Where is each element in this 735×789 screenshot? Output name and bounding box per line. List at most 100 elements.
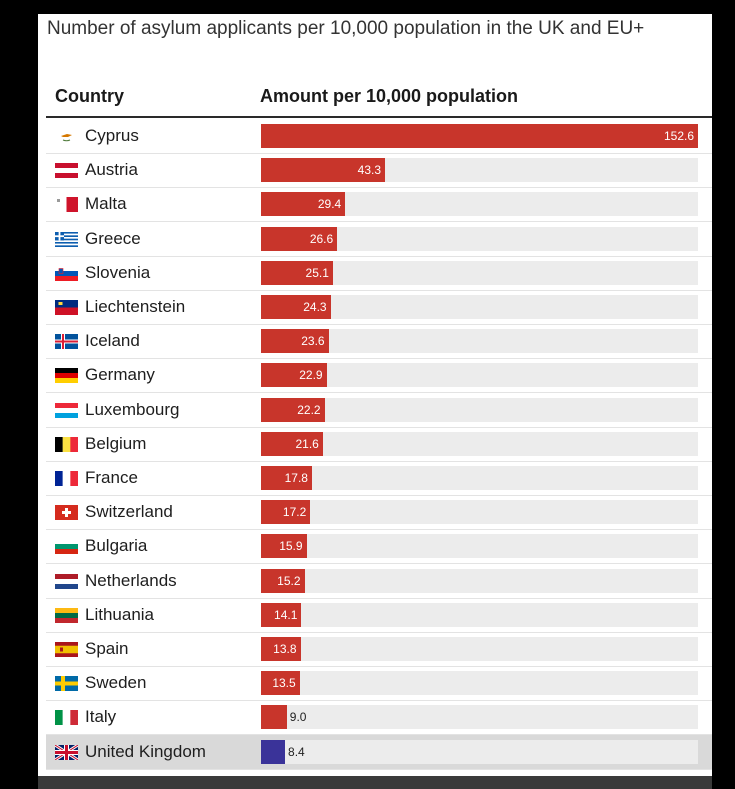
bar-value-label: 15.2 <box>277 573 301 588</box>
bar-value-label: 13.8 <box>273 642 297 656</box>
bar <box>261 192 346 217</box>
bar-value-label: 25.1 <box>305 265 329 280</box>
bar-track: 23.6 <box>261 329 698 354</box>
austria-flag-icon <box>55 163 78 179</box>
bar-row: Netherlands 15.2 <box>46 564 712 599</box>
bar-value-label: 9.0 <box>289 710 307 725</box>
bar-row: Switzerland 17.2 <box>46 495 712 531</box>
bar-track: 26.6 <box>261 226 698 251</box>
bar-track: 22.2 <box>261 397 698 422</box>
bar-value-label: 43.3 <box>357 163 381 178</box>
bar-row: Austria 43.3 <box>46 153 712 189</box>
bar <box>261 671 300 696</box>
bar-track: 24.3 <box>261 295 698 319</box>
bar <box>261 500 311 525</box>
bar-row: Luxembourg 22.2 <box>46 393 712 428</box>
bar-row: Spain 13.8 <box>46 632 712 667</box>
united-kingdom-flag-icon <box>55 744 78 760</box>
bar <box>261 534 307 559</box>
bar-value-label: 22.9 <box>299 368 323 383</box>
cyprus-flag-icon <box>55 129 78 144</box>
bar-rows: Cyprus 152.6 Austria 43.3 Malta 29.4 Greece 26.… <box>38 14 712 776</box>
country-label: Germany <box>85 365 155 385</box>
switzerland-flag-icon <box>55 505 78 521</box>
bar-row: United Kingdom 8.4 <box>46 734 712 770</box>
belgium-flag-icon <box>55 436 78 452</box>
bar-row: Cyprus 152.6 <box>46 119 712 154</box>
country-label: Bulgaria <box>85 536 148 556</box>
bar-track: 43.3 <box>261 158 698 183</box>
bar-track: 14.1 <box>261 602 698 627</box>
malta-flag-icon <box>55 197 78 213</box>
bar-row: Italy 9.0 <box>46 700 712 736</box>
country-label: Iceland <box>85 331 140 351</box>
country-label: Switzerland <box>85 502 173 522</box>
bar-track: 29.4 <box>261 192 698 217</box>
germany-flag-icon <box>55 368 78 384</box>
bar-value-label: 14.1 <box>274 607 298 622</box>
country-label: Luxembourg <box>85 399 180 419</box>
liechtenstein-flag-icon <box>55 300 78 315</box>
sweden-flag-icon <box>55 676 78 692</box>
country-label: Belgium <box>85 433 147 453</box>
chart-title: Number of asylum applicants per 10,000 p… <box>47 18 645 39</box>
iceland-flag-icon <box>55 334 78 350</box>
chart-card: Number of asylum applicants per 10,000 p… <box>38 14 712 776</box>
value-column-header: Amount per 10,000 population <box>260 86 519 106</box>
bar-value-label: 15.9 <box>279 539 303 554</box>
bar-track: 17.2 <box>261 500 698 525</box>
bar <box>261 568 305 593</box>
bar-track: 15.9 <box>261 534 698 559</box>
bar <box>261 260 333 285</box>
bar-row: Liechtenstein 24.3 <box>46 290 712 325</box>
bulgaria-flag-icon <box>55 539 78 555</box>
bar-row: Bulgaria 15.9 <box>46 529 712 565</box>
bar-track: 152.6 <box>261 124 698 148</box>
bar <box>261 226 338 251</box>
country-label: Malta <box>85 194 127 214</box>
country-label: Spain <box>85 639 129 658</box>
bar-track: 8.4 <box>261 739 698 764</box>
category-column-header: Country <box>55 86 124 106</box>
bar-row: Sweden 13.5 <box>46 666 712 702</box>
bar <box>261 637 301 661</box>
slovenia-flag-icon <box>55 265 78 281</box>
header-divider <box>46 116 712 118</box>
bar-track: 9.0 <box>261 705 698 730</box>
bar-value-label: 29.4 <box>317 197 342 212</box>
bar-row: Malta 29.4 <box>46 187 712 223</box>
bar <box>261 363 327 388</box>
country-label: Slovenia <box>85 262 151 282</box>
country-label: Liechtenstein <box>85 297 186 316</box>
bar-value-label: 8.4 <box>288 744 305 759</box>
bar-value-label: 26.6 <box>309 231 334 246</box>
bar-row: France 17.8 <box>46 461 712 496</box>
country-label: Lithuania <box>85 604 155 624</box>
bar-track: 15.2 <box>261 568 698 593</box>
spain-flag-icon <box>55 642 78 657</box>
netherlands-flag-icon <box>55 573 78 589</box>
country-label: Netherlands <box>85 570 177 590</box>
bar-track: 13.5 <box>261 671 698 696</box>
france-flag-icon <box>55 471 78 486</box>
bar-value-label: 24.3 <box>303 300 327 314</box>
bar-row: Belgium 21.6 <box>46 427 712 462</box>
country-label: Cyprus <box>85 126 139 145</box>
bar-value-label: 17.8 <box>284 471 308 485</box>
bar-track: 21.6 <box>261 431 698 456</box>
bar-row: Germany 22.9 <box>46 358 712 394</box>
bar <box>261 739 286 764</box>
lithuania-flag-icon <box>55 607 78 623</box>
bar-row: Greece 26.6 <box>46 222 712 257</box>
bar <box>261 705 287 730</box>
country-label: France <box>85 468 138 487</box>
bar-value-label: 152.6 <box>663 129 694 143</box>
bar <box>261 602 302 627</box>
bar <box>261 158 385 183</box>
bar-row: Lithuania 14.1 <box>46 598 712 633</box>
country-label: Greece <box>85 228 141 248</box>
bar <box>261 124 698 148</box>
bar-value-label: 21.6 <box>295 436 319 451</box>
bar-row: Iceland 23.6 <box>46 324 712 360</box>
italy-flag-icon <box>55 710 78 726</box>
